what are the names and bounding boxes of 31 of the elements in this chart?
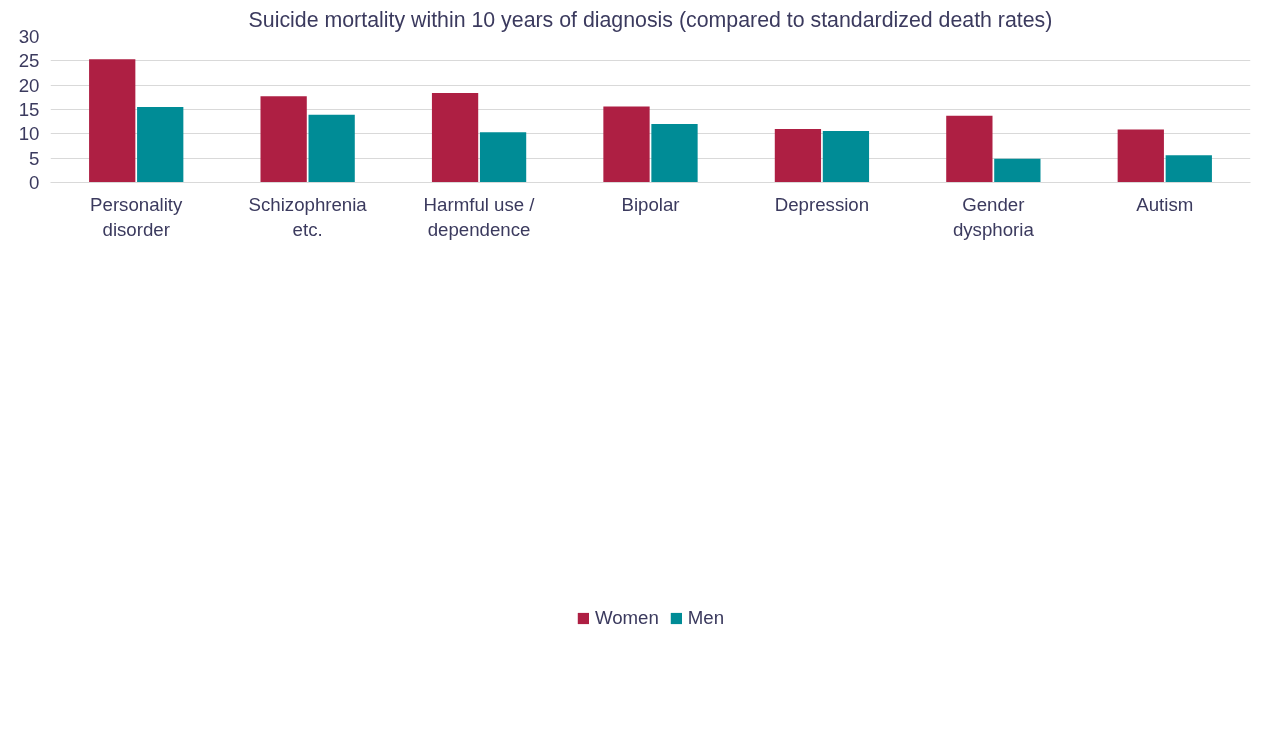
bar	[431, 92, 479, 183]
bar	[89, 59, 136, 183]
legend-label: Women	[594, 606, 659, 629]
bar	[603, 106, 650, 183]
x-tick-label: Autism	[1136, 193, 1194, 215]
x-tick-label: Personality disorder	[90, 193, 184, 240]
y-tick-label: 30	[18, 26, 40, 47]
bar	[1165, 155, 1212, 183]
bar	[137, 107, 184, 183]
y-tick-label: 15	[18, 99, 40, 120]
y-tick-label: 0	[29, 172, 40, 193]
y-tick-label: 5	[29, 147, 40, 169]
bar	[994, 158, 1041, 183]
bar	[822, 130, 870, 183]
bar	[1117, 129, 1164, 183]
bar	[479, 132, 527, 183]
x-tick-label: Bipolar	[621, 193, 680, 215]
y-tick-label: 10	[18, 123, 40, 145]
x-tick-label: Gender dysphoria	[952, 193, 1035, 240]
bar	[774, 128, 822, 183]
bar	[946, 115, 993, 183]
x-tick-label: Schizophrenia etc.	[248, 193, 368, 240]
y-tick-label: 20	[18, 74, 40, 96]
x-tick-label: Depression	[774, 193, 870, 215]
bar	[308, 114, 355, 183]
chart-title: Suicide mortality within 10 years of diagnosis (compared to standardized death rates)	[248, 7, 1053, 32]
bar	[651, 124, 698, 183]
y-tick-label: 25	[18, 50, 40, 72]
bar	[260, 96, 307, 183]
x-tick-label: Harmful use / dependence	[423, 193, 536, 240]
legend-label: Men	[687, 606, 725, 629]
